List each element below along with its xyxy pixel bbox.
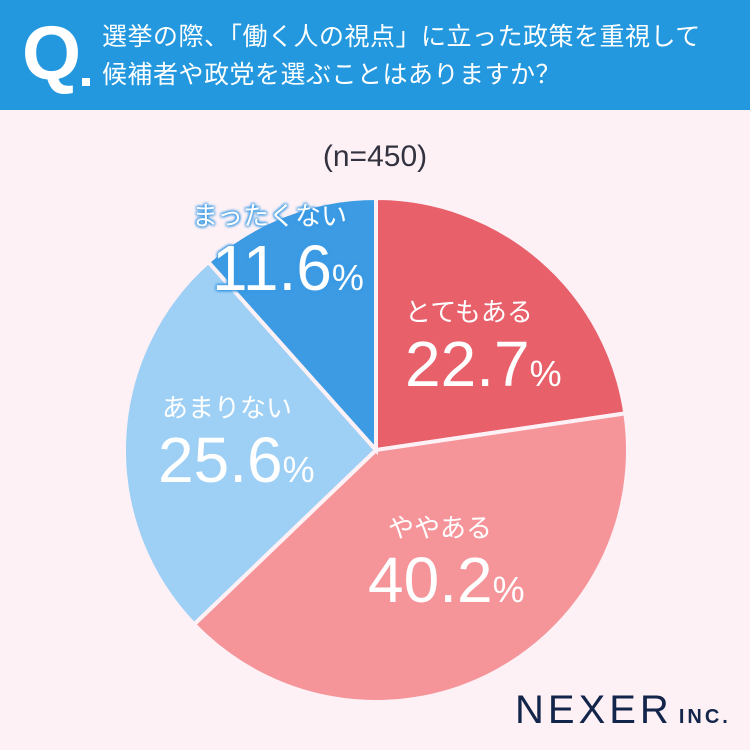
- slice-value: 25.6: [158, 424, 283, 496]
- slice-category: ややある: [388, 514, 493, 544]
- question-line-2: 候補者や政党を選ぶことはありますか？: [102, 60, 562, 89]
- slice-amari-nai: [122, 259, 379, 628]
- slice-value: 22.7: [405, 328, 530, 400]
- slice-category: あまりない: [162, 394, 293, 424]
- sample-size: (n=450): [322, 140, 428, 173]
- slice-value: 40.2: [368, 544, 493, 616]
- nexer-logo: NEXER INC.: [515, 688, 731, 733]
- question-line-1: 選挙の際、「働く人の視点」に立った政策を重視して: [102, 22, 701, 51]
- slice-label-amari-nai: あまりない 25.6%: [158, 388, 315, 495]
- slice-totemo-aru: [374, 195, 628, 453]
- q-dot: [82, 78, 90, 86]
- slice-category: まったくない: [192, 202, 347, 232]
- slice-label-yaya-aru: ややある 40.2%: [368, 508, 525, 615]
- slice-value: 11.6: [212, 232, 332, 304]
- slice-unit: %: [282, 449, 315, 490]
- question-header: Q 選挙の際、「働く人の視点」に立った政策を重視して 候補者や政党を選ぶことはあ…: [0, 0, 750, 110]
- slice-unit: %: [492, 569, 525, 610]
- logo-name: NEXER: [515, 688, 673, 732]
- slice-mattaku-nai: [205, 195, 378, 456]
- slice-yaya-aru: [191, 411, 630, 704]
- slice-unit: %: [529, 353, 562, 394]
- slice-label-mattaku-nai: まったくない 11.6%: [192, 196, 364, 303]
- logo-suffix: INC.: [678, 706, 731, 728]
- slice-label-totemo-aru: とてもある 22.7%: [405, 292, 562, 399]
- slice-unit: %: [331, 257, 364, 298]
- slice-category: とてもある: [405, 298, 533, 328]
- q-mark: Q: [22, 11, 81, 96]
- question-text: 選挙の際、「働く人の視点」に立った政策を重視して 候補者や政党を選ぶことはありま…: [102, 18, 742, 94]
